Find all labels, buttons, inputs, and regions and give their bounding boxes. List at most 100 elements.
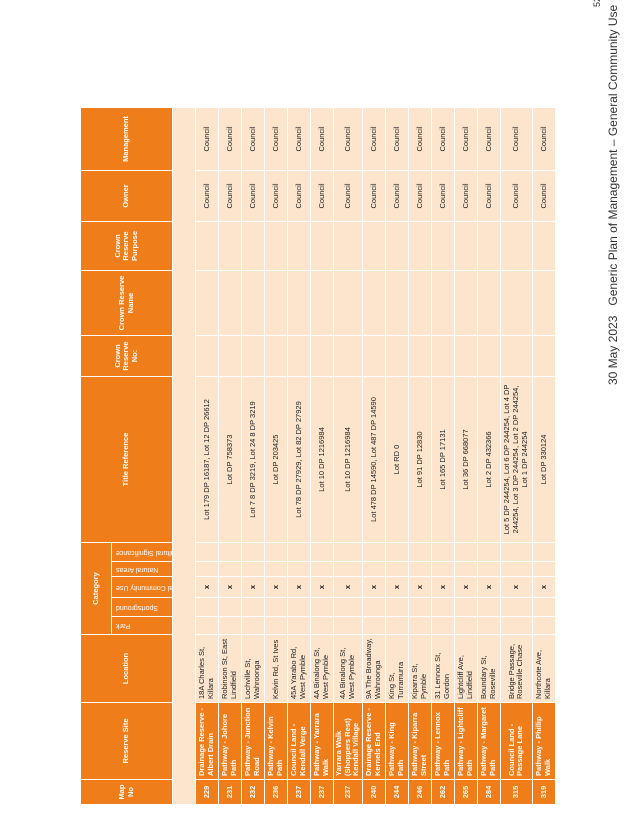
owner-cell: Council [362, 171, 385, 221]
crown-reserve-no-cell [408, 336, 431, 376]
title-reference-cell: Lot 10 DP 1216984 [311, 377, 333, 542]
management-cell: Council [454, 108, 477, 170]
title-reference-cell: Lot 165 DP 17131 [431, 377, 454, 542]
table-row: 237 Pathway - Yarrara Walk 4A Binalong St,… [311, 108, 333, 804]
category-sportsground-cell [334, 598, 362, 616]
map-number-cell: 319 [532, 780, 555, 804]
category-cultural-significance-cell [288, 543, 310, 561]
category-park-cell [219, 617, 241, 634]
crown-reserve-name-cell [288, 271, 310, 335]
owner-cell: Council [242, 171, 264, 221]
category-cultural-significance-cell [362, 543, 385, 561]
crown-reserve-no-cell [288, 336, 310, 376]
category-sportsground-cell [408, 598, 431, 616]
header-crown-reserve-no: Crown Reserve No: [81, 336, 172, 376]
map-number-cell: 229 [196, 780, 218, 804]
crown-reserve-purpose-cell [334, 222, 362, 270]
table-row: 265 Pathway - Lightcliff Path Lightcliff A… [454, 108, 477, 804]
crown-reserve-no-cell [500, 336, 532, 376]
location-cell: 31 Lennox St, Gordon [431, 635, 454, 702]
category-sportsground-cell [362, 598, 385, 616]
location-cell: Robinson St, East Lindfield [219, 635, 241, 702]
reserve-site-cell: Pathway - Lennox Path [431, 703, 454, 779]
category-sportsground-cell [311, 598, 333, 616]
table-row: 246 Pathway - Kiparra Street Kiparra St, P… [408, 108, 431, 804]
management-cell: Council [385, 108, 408, 170]
reserve-site-cell: Council Land - Kendall Verge [288, 703, 310, 779]
title-reference-cell: Lot 179 DP 16187, Lot 12 DP 26612 [196, 377, 218, 542]
category-sportsground-cell [532, 598, 555, 616]
spacer-cell [173, 108, 195, 804]
crown-reserve-name-cell [196, 271, 218, 335]
location-cell: 18A Charles St, Killara [196, 635, 218, 702]
crown-reserve-no-cell [242, 336, 264, 376]
table-row: 315 Council Land - Passage Lane Bridge Pas… [500, 108, 532, 804]
category-natural-areas-cell [431, 562, 454, 576]
crown-reserve-no-cell [385, 336, 408, 376]
reserve-site-cell: Pathway - Margaret Path [477, 703, 500, 779]
owner-cell: Council [219, 171, 241, 221]
management-cell: Council [265, 108, 287, 170]
crown-reserve-name-cell [219, 271, 241, 335]
table-row: 237 Council Land - Kendall Verge 45A Yarab… [288, 108, 310, 804]
title-reference-cell: Lot 2 DP 432366 [477, 377, 500, 542]
crown-reserve-name-cell [242, 271, 264, 335]
owner-cell: Council [431, 171, 454, 221]
category-general-community-use-cell: x [311, 577, 333, 597]
management-cell: Council [477, 108, 500, 170]
map-number-cell: 232 [242, 780, 264, 804]
table-row: 236 Pathway - Kelvin Path Kelvin Rd, St Iv… [265, 108, 287, 804]
header-owner: Owner [81, 171, 172, 221]
category-sportsground-cell [431, 598, 454, 616]
header-category: Category [81, 543, 111, 634]
map-number-cell: 236 [265, 780, 287, 804]
category-natural-areas-cell [477, 562, 500, 576]
header-category-natural-areas: Natural Areas [112, 562, 172, 576]
category-general-community-use-cell: x [454, 577, 477, 597]
map-number-cell: 262 [431, 780, 454, 804]
category-general-community-use-cell: x [288, 577, 310, 597]
category-park-cell [385, 617, 408, 634]
owner-cell: Council [288, 171, 310, 221]
reserve-site-cell: Drainage Reserve - Kernels End [362, 703, 385, 779]
category-general-community-use-cell: x [196, 577, 218, 597]
crown-reserve-purpose-cell [532, 222, 555, 270]
category-cultural-significance-cell [454, 543, 477, 561]
table-row: 262 Pathway - Lennox Path 31 Lennox St, Go… [431, 108, 454, 804]
header-category-sportsground: Sportsground [112, 598, 172, 616]
header-reserve-site: Reserve Site [81, 703, 172, 779]
owner-cell: Council [454, 171, 477, 221]
location-cell: 4A Binalong St, West Pymble [311, 635, 333, 702]
title-reference-cell: Lot 7 8 DP 3219, Lot 24 8 DP 3219 [242, 377, 264, 542]
management-cell: Council [532, 108, 555, 170]
title-reference-cell: Lot DP 203425 [265, 377, 287, 542]
crown-reserve-no-cell [362, 336, 385, 376]
crown-reserve-purpose-cell [196, 222, 218, 270]
crown-reserve-name-cell [385, 271, 408, 335]
category-natural-areas-cell [265, 562, 287, 576]
category-cultural-significance-cell [431, 543, 454, 561]
category-park-cell [288, 617, 310, 634]
page-number: 52 [592, 0, 602, 7]
crown-reserve-no-cell [219, 336, 241, 376]
owner-cell: Council [196, 171, 218, 221]
header-category-cultural-significance: Cultural Significance [112, 543, 172, 561]
reserve-site-cell: Drainage Reserve - Albert Drain [196, 703, 218, 779]
title-reference-cell: Lot 36 DP 668077 [454, 377, 477, 542]
category-park-cell [477, 617, 500, 634]
title-reference-cell: Lot 478 DP 14590, Lot 487 DP 14590 [362, 377, 385, 542]
category-cultural-significance-cell [196, 543, 218, 561]
category-general-community-use-cell: x [334, 577, 362, 597]
header-crown-reserve-name: Crown Reserve Name [81, 271, 172, 335]
title-reference-cell: Lot DP 758373 [219, 377, 241, 542]
crown-reserve-no-cell [477, 336, 500, 376]
reserve-site-cell: Pathway - Phillip Walk [532, 703, 555, 779]
map-number-cell: 246 [408, 780, 431, 804]
owner-cell: Council [311, 171, 333, 221]
crown-reserve-name-cell [431, 271, 454, 335]
header-category-general-community-use: General Community Use [112, 577, 172, 597]
map-number-cell: 237 [311, 780, 333, 804]
map-number-cell: 240 [362, 780, 385, 804]
location-cell: 9A The Broadway, Wahroonga [362, 635, 385, 702]
category-cultural-significance-cell [334, 543, 362, 561]
